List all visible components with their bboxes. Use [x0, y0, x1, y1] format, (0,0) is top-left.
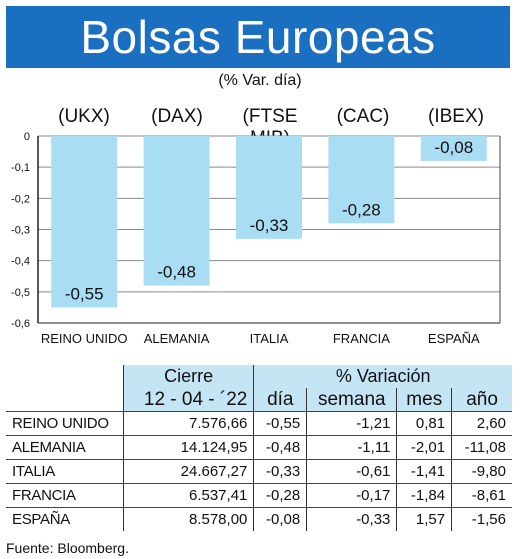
cierre-cell: 8.578,00	[122, 507, 254, 531]
ano-cell: 2,60	[451, 411, 512, 436]
table-column-header: 12 - 04 - ´22 día semana mes año	[6, 388, 512, 412]
table-row: REINO UNIDO 7.576,66 -0,55 -1,21 0,81 2,…	[6, 411, 512, 436]
bar	[328, 136, 395, 224]
y-tick-label: -0,3	[11, 225, 30, 237]
cierre-cell: 7.576,66	[122, 411, 254, 436]
dia-cell: -0,08	[253, 507, 307, 531]
semana-cell: -1,21	[306, 411, 397, 436]
mes-cell: -1,84	[396, 483, 452, 508]
mes-cell: -2,01	[396, 435, 452, 460]
bar	[51, 136, 118, 308]
bar-value-label: -0,48	[157, 263, 196, 282]
table-group-header: Cierre % Variación	[6, 365, 512, 388]
mes-cell: 1,57	[396, 507, 452, 531]
cierre-header: Cierre	[122, 365, 254, 388]
col-semana: semana	[306, 388, 397, 412]
variacion-header: % Variación	[253, 365, 512, 388]
bar	[236, 136, 302, 239]
chart-title: Bolsas Europeas	[80, 11, 436, 63]
bar-value-label: -0,08	[434, 138, 473, 157]
country-cell: FRANCIA	[6, 483, 124, 508]
y-tick-label: -0,4	[11, 256, 30, 268]
country-cell: ITALIA	[6, 459, 124, 484]
x-category-label: ITALIA	[250, 331, 289, 346]
market-table: Cierre % Variación 12 - 04 - ´22 día sem…	[6, 365, 512, 531]
mes-cell: 0,81	[396, 411, 452, 436]
bar-value-label: -0,28	[342, 200, 381, 219]
semana-cell: -0,33	[306, 507, 397, 531]
semana-cell: -1,11	[306, 435, 397, 460]
table-row: ESPAÑA 8.578,00 -0,08 -0,33 1,57 -1,56	[6, 507, 512, 531]
x-category-label: REINO UNIDO	[41, 331, 128, 346]
date-header: 12 - 04 - ´22	[122, 388, 254, 412]
country-cell: ESPAÑA	[6, 507, 124, 531]
dia-cell: -0,28	[253, 483, 307, 508]
ano-cell: -8,61	[451, 483, 512, 508]
col-mes: mes	[396, 388, 452, 412]
ticker-label: (IBEX)	[428, 106, 484, 127]
country-cell: ALEMANIA	[6, 435, 124, 460]
table-row: ALEMANIA 14.124,95 -0,48 -1,11 -2,01 -11…	[6, 435, 512, 460]
y-tick-label: -0,1	[11, 162, 30, 174]
ticker-label: (DAX)	[151, 106, 203, 127]
table-row: FRANCIA 6.537,41 -0,28 -0,17 -1,84 -8,61	[6, 483, 512, 508]
y-tick-label: 0	[24, 131, 30, 143]
corner-cell	[6, 388, 124, 412]
x-category-label: ESPAÑA	[428, 331, 480, 346]
y-tick-label: -0,5	[11, 287, 30, 299]
country-cell: REINO UNIDO	[6, 411, 124, 436]
dia-cell: -0,55	[253, 411, 307, 436]
corner-cell	[6, 365, 124, 388]
title-banner: Bolsas Europeas	[6, 6, 510, 68]
semana-cell: -0,17	[306, 483, 397, 508]
y-tick-label: -0,2	[11, 193, 30, 205]
dia-cell: -0,33	[253, 459, 307, 484]
y-tick-label: -0,6	[11, 318, 30, 330]
ticker-label: (UKX)	[58, 106, 110, 127]
dia-cell: -0,48	[253, 435, 307, 460]
ano-cell: -11,08	[451, 435, 512, 460]
cierre-cell: 24.667,27	[122, 459, 254, 484]
col-dia: día	[253, 388, 307, 412]
bar	[420, 136, 487, 161]
col-ano: año	[451, 388, 512, 412]
semana-cell: -0,61	[306, 459, 397, 484]
table-row: ITALIA 24.667,27 -0,33 -0,61 -1,41 -9,80	[6, 459, 512, 484]
cierre-cell: 6.537,41	[122, 483, 254, 508]
ticker-label: (CAC)	[336, 106, 390, 127]
bar-chart: 0 -0,1 -0,2 -0,3 -0,4 -0,5 -0,6 -0,55 REINO UNID…	[11, 131, 501, 346]
cierre-cell: 14.124,95	[122, 435, 254, 460]
ano-cell: -9,80	[451, 459, 512, 484]
mes-cell: -1,41	[396, 459, 452, 484]
source-note: Fuente: Bloomberg.	[6, 540, 129, 556]
x-category-label: ALEMANIA	[144, 331, 210, 346]
bar-value-label: -0,33	[250, 216, 289, 235]
x-category-label: FRANCIA	[333, 331, 390, 346]
bar-value-label: -0,55	[65, 284, 104, 303]
bar	[143, 136, 210, 286]
ano-cell: -1,56	[451, 507, 512, 531]
chart-subtitle: (% Var. día)	[218, 72, 302, 89]
